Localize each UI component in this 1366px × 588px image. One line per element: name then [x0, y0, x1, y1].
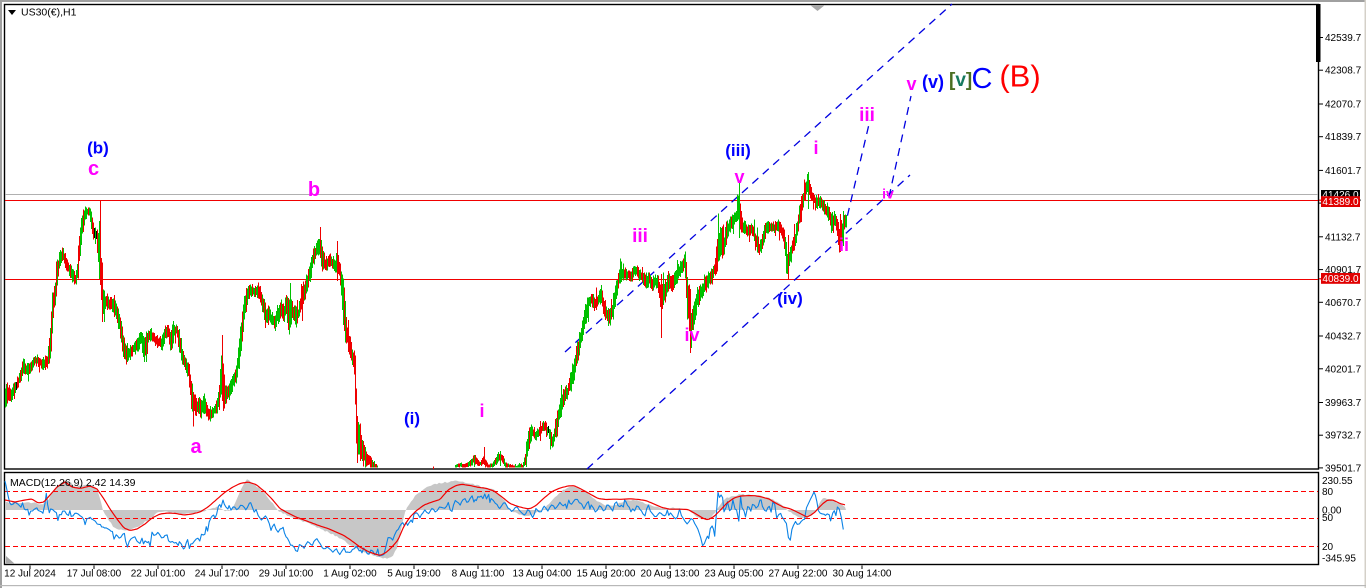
svg-text:v: v [734, 167, 744, 187]
svg-text:17 Jul 08:00: 17 Jul 08:00 [67, 569, 122, 580]
svg-text:(b): (b) [87, 139, 109, 158]
svg-text:41601.7: 41601.7 [1325, 166, 1362, 177]
svg-text:40670.7: 40670.7 [1325, 298, 1362, 309]
svg-text:41839.7: 41839.7 [1325, 132, 1362, 143]
svg-text:22 Jul 01:00: 22 Jul 01:00 [131, 569, 186, 580]
svg-text:1 Aug 02:00: 1 Aug 02:00 [323, 569, 377, 580]
svg-text:iii: iii [632, 226, 648, 247]
svg-text:40839.0: 40839.0 [1322, 274, 1359, 285]
svg-text:20: 20 [1322, 542, 1334, 553]
svg-text:b: b [308, 179, 320, 201]
svg-text:(iv): (iv) [777, 289, 803, 308]
svg-text:39963.7: 39963.7 [1325, 398, 1362, 409]
svg-text:41426.0: 41426.0 [1322, 190, 1359, 201]
svg-text:42539.7: 42539.7 [1325, 33, 1362, 44]
svg-text:MACD(12,26,9) 2.42 14.39: MACD(12,26,9) 2.42 14.39 [10, 477, 136, 489]
svg-text:0.00: 0.00 [1322, 506, 1342, 517]
svg-text:12 Jul 2024: 12 Jul 2024 [4, 569, 56, 580]
svg-text:40201.7: 40201.7 [1325, 364, 1362, 375]
svg-text:iv: iv [684, 325, 699, 345]
svg-text:[v]: [v] [949, 70, 972, 91]
svg-text:C: C [972, 63, 993, 95]
svg-text:iii: iii [859, 105, 875, 126]
svg-text:(i): (i) [404, 409, 420, 428]
svg-text:30 Aug 14:00: 30 Aug 14:00 [833, 569, 892, 580]
svg-text:39501.7: 39501.7 [1325, 463, 1362, 474]
svg-text:41389.0: 41389.0 [1322, 197, 1359, 208]
svg-text:80: 80 [1322, 487, 1334, 498]
svg-text:42070.7: 42070.7 [1325, 100, 1362, 111]
svg-text:50: 50 [1322, 513, 1334, 524]
svg-text:8 Aug 11:00: 8 Aug 11:00 [452, 569, 505, 580]
svg-text:15 Aug 20:00: 15 Aug 20:00 [577, 569, 636, 580]
svg-text:27 Aug 22:00: 27 Aug 22:00 [769, 569, 828, 580]
svg-text:(B): (B) [999, 59, 1040, 94]
svg-text:13 Aug 04:00: 13 Aug 04:00 [513, 569, 572, 580]
svg-text:i: i [813, 138, 818, 158]
svg-text:i: i [479, 401, 484, 421]
svg-text:42308.7: 42308.7 [1325, 66, 1362, 77]
svg-text:-345.95: -345.95 [1322, 554, 1356, 565]
svg-text:(v): (v) [922, 72, 944, 92]
svg-text:40432.7: 40432.7 [1325, 332, 1362, 343]
svg-text:c: c [88, 158, 99, 180]
svg-text:US30(€),H1: US30(€),H1 [21, 7, 77, 19]
svg-text:39732.7: 39732.7 [1325, 431, 1362, 442]
svg-text:20 Aug 13:00: 20 Aug 13:00 [641, 569, 700, 580]
svg-text:29 Jul 10:00: 29 Jul 10:00 [259, 569, 314, 580]
svg-text:5 Aug 19:00: 5 Aug 19:00 [387, 569, 441, 580]
svg-text:ii: ii [839, 235, 849, 255]
svg-text:iv: iv [882, 186, 894, 202]
svg-text:41132.7: 41132.7 [1325, 232, 1361, 243]
svg-text:23 Aug 05:00: 23 Aug 05:00 [705, 569, 764, 580]
svg-text:(iii): (iii) [725, 141, 751, 160]
svg-text:24 Jul 17:00: 24 Jul 17:00 [195, 569, 250, 580]
svg-text:230.55: 230.55 [1322, 476, 1353, 487]
svg-text:v: v [906, 74, 916, 94]
svg-text:a: a [190, 436, 202, 458]
svg-text:40901.7: 40901.7 [1325, 265, 1362, 276]
